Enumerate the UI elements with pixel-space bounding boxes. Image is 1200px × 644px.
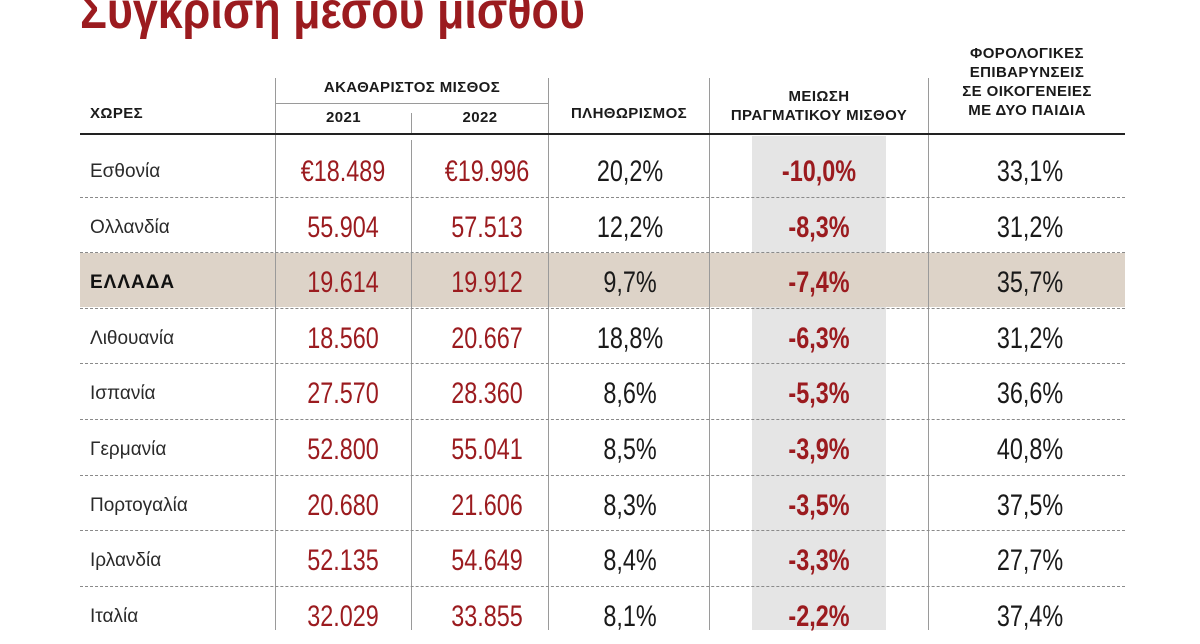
page-title: Σύγκριση μέσου μισθού bbox=[80, 0, 585, 40]
tax-burden-value: 31,2% bbox=[996, 210, 1064, 244]
column-divider bbox=[411, 140, 412, 630]
header-inflation: ΠΛΗΘΩΡΙΣΜΟΣ bbox=[570, 105, 688, 122]
country-name: Λιθουανία bbox=[90, 327, 175, 349]
salary-2022: 28.360 bbox=[451, 377, 523, 411]
greece-row-background bbox=[80, 253, 1125, 307]
real-salary-reduction: -6,3% bbox=[788, 321, 850, 355]
table-row: Εσθονία €18.489 €19.996 20,2% -10,0% 33,… bbox=[0, 144, 1200, 199]
tax-burden-value: 37,4% bbox=[996, 599, 1064, 633]
tax-burden-value: 36,6% bbox=[996, 377, 1064, 411]
row-separator bbox=[80, 363, 1125, 365]
header-rule bbox=[80, 133, 1125, 135]
salary-2021: 27.570 bbox=[307, 377, 379, 411]
table-row: Γερμανία 52.800 55.041 8,5% -3,9% 40,8% bbox=[0, 422, 1200, 477]
salary-2022: 20.667 bbox=[451, 321, 523, 355]
column-divider bbox=[275, 78, 276, 630]
country-name: Ιρλανδία bbox=[90, 550, 162, 572]
tax-burden-value: 27,7% bbox=[996, 544, 1064, 578]
row-separator bbox=[80, 530, 1125, 532]
real-salary-reduction: -10,0% bbox=[781, 155, 857, 188]
country-name: Εσθονία bbox=[90, 161, 161, 182]
salary-2021: 18.560 bbox=[307, 321, 379, 355]
salary-2022: 21.606 bbox=[451, 488, 523, 522]
salary-2021: 52.135 bbox=[307, 544, 379, 578]
header-gross-salary: ΑΚΑΘΑΡΙΣΤΟΣ ΜΙΣΘΟΣ bbox=[323, 79, 501, 96]
inflation-value: 18,8% bbox=[596, 321, 664, 355]
header-tax-line4: ΜΕ ΔΥΟ ΠΑΙΔΙΑ bbox=[968, 102, 1086, 119]
inflation-value: 12,2% bbox=[596, 210, 664, 244]
inflation-value: 8,5% bbox=[603, 433, 657, 466]
highlight-column-background bbox=[752, 136, 886, 630]
real-salary-reduction: -8,3% bbox=[788, 210, 850, 244]
salary-2021: 52.800 bbox=[307, 433, 379, 466]
inflation-value: 8,1% bbox=[603, 599, 657, 633]
year-divider bbox=[411, 113, 412, 135]
column-divider bbox=[548, 78, 549, 630]
header-real-salary-drop-line2: ΠΡΑΓΜΑΤΙΚΟΥ ΜΙΣΘΟΥ bbox=[730, 107, 908, 124]
header-tax-line3: ΣΕ ΟΙΚΟΓΕΝΕΙΕΣ bbox=[962, 83, 1092, 100]
table-row: Πορτογαλία 20.680 21.606 8,3% -3,5% 37,5… bbox=[0, 478, 1200, 533]
salary-2021: 55.904 bbox=[307, 210, 379, 244]
salary-2022: €19.996 bbox=[444, 155, 530, 188]
inflation-value: 8,6% bbox=[603, 377, 657, 411]
country-name: Ολλανδία bbox=[90, 216, 170, 238]
header-countries: ΧΩΡΕΣ bbox=[90, 105, 144, 122]
row-separator bbox=[80, 585, 1125, 587]
inflation-value: 9,7% bbox=[603, 266, 657, 300]
country-name: ΕΛΛΑΔΑ bbox=[90, 272, 176, 294]
inflation-value: 20,2% bbox=[596, 155, 664, 188]
tax-burden-value: 35,7% bbox=[996, 266, 1064, 300]
salary-2022: 55.041 bbox=[451, 433, 523, 466]
inflation-value: 8,3% bbox=[603, 488, 657, 522]
salary-2022: 33.855 bbox=[451, 599, 523, 633]
table-row: Ιταλία 32.029 33.855 8,1% -2,2% 37,4% bbox=[0, 589, 1200, 644]
header-real-salary-drop-line1: ΜΕΙΩΣΗ bbox=[788, 88, 850, 105]
country-name: Πορτογαλία bbox=[90, 494, 188, 516]
table-row: ΕΛΛΑΔΑ 19.614 19.912 9,7% -7,4% 35,7% bbox=[0, 255, 1200, 310]
salary-2022: 19.912 bbox=[451, 266, 523, 300]
column-divider bbox=[928, 78, 929, 630]
salary-2021: 20.680 bbox=[307, 488, 379, 522]
header-tax-burden: ΦΟΡΟΛΟΓΙΚΕΣ ΕΠΙΒΑΡΥΝΣΕΙΣ ΣΕ ΟΙΚΟΓΕΝΕΙΕΣ … bbox=[929, 44, 1125, 120]
real-salary-reduction: -3,3% bbox=[788, 544, 850, 578]
row-separator bbox=[80, 307, 1125, 309]
real-salary-reduction: -7,4% bbox=[788, 266, 850, 300]
real-salary-reduction: -3,9% bbox=[788, 433, 850, 466]
header-tax-line1: ΦΟΡΟΛΟΓΙΚΕΣ bbox=[970, 45, 1084, 62]
row-separator bbox=[80, 252, 1125, 254]
header-year-2021: 2021 bbox=[326, 109, 361, 126]
tax-burden-value: 33,1% bbox=[996, 155, 1064, 188]
header-tax-line2: ΕΠΙΒΑΡΥΝΣΕΙΣ bbox=[969, 64, 1085, 81]
real-salary-reduction: -3,5% bbox=[788, 488, 850, 522]
table-row: Ιρλανδία 52.135 54.649 8,4% -3,3% 27,7% bbox=[0, 533, 1200, 588]
row-separator bbox=[80, 419, 1125, 420]
header-real-salary-drop: ΜΕΙΩΣΗ ΠΡΑΓΜΑΤΙΚΟΥ ΜΙΣΘΟΥ bbox=[710, 87, 928, 125]
real-salary-reduction: -2,2% bbox=[788, 599, 850, 633]
header-year-2022: 2022 bbox=[462, 109, 498, 126]
table-row: Ισπανία 27.570 28.360 8,6% -5,3% 36,6% bbox=[0, 366, 1200, 421]
tax-burden-value: 40,8% bbox=[996, 433, 1064, 466]
salary-2022: 57.513 bbox=[451, 210, 523, 244]
row-separator bbox=[80, 474, 1125, 476]
country-name: Γερμανία bbox=[90, 439, 167, 460]
real-salary-reduction: -5,3% bbox=[788, 377, 850, 411]
column-divider bbox=[709, 78, 710, 630]
country-name: Ισπανία bbox=[90, 383, 156, 405]
tax-burden-value: 37,5% bbox=[996, 488, 1064, 522]
table-row: Λιθουανία 18.560 20.667 18,8% -6,3% 31,2… bbox=[0, 311, 1200, 366]
tax-burden-value: 31,2% bbox=[996, 321, 1064, 355]
salary-2021: €18.489 bbox=[300, 155, 386, 188]
salary-2021: 19.614 bbox=[307, 266, 379, 300]
inflation-value: 8,4% bbox=[603, 544, 657, 578]
country-name: Ιταλία bbox=[90, 605, 139, 627]
row-separator bbox=[80, 196, 1125, 198]
table-row: Ολλανδία 55.904 57.513 12,2% -8,3% 31,2% bbox=[0, 200, 1200, 255]
salary-2021: 32.029 bbox=[307, 599, 379, 633]
subheader-rule bbox=[276, 103, 548, 104]
salary-2022: 54.649 bbox=[451, 544, 523, 578]
